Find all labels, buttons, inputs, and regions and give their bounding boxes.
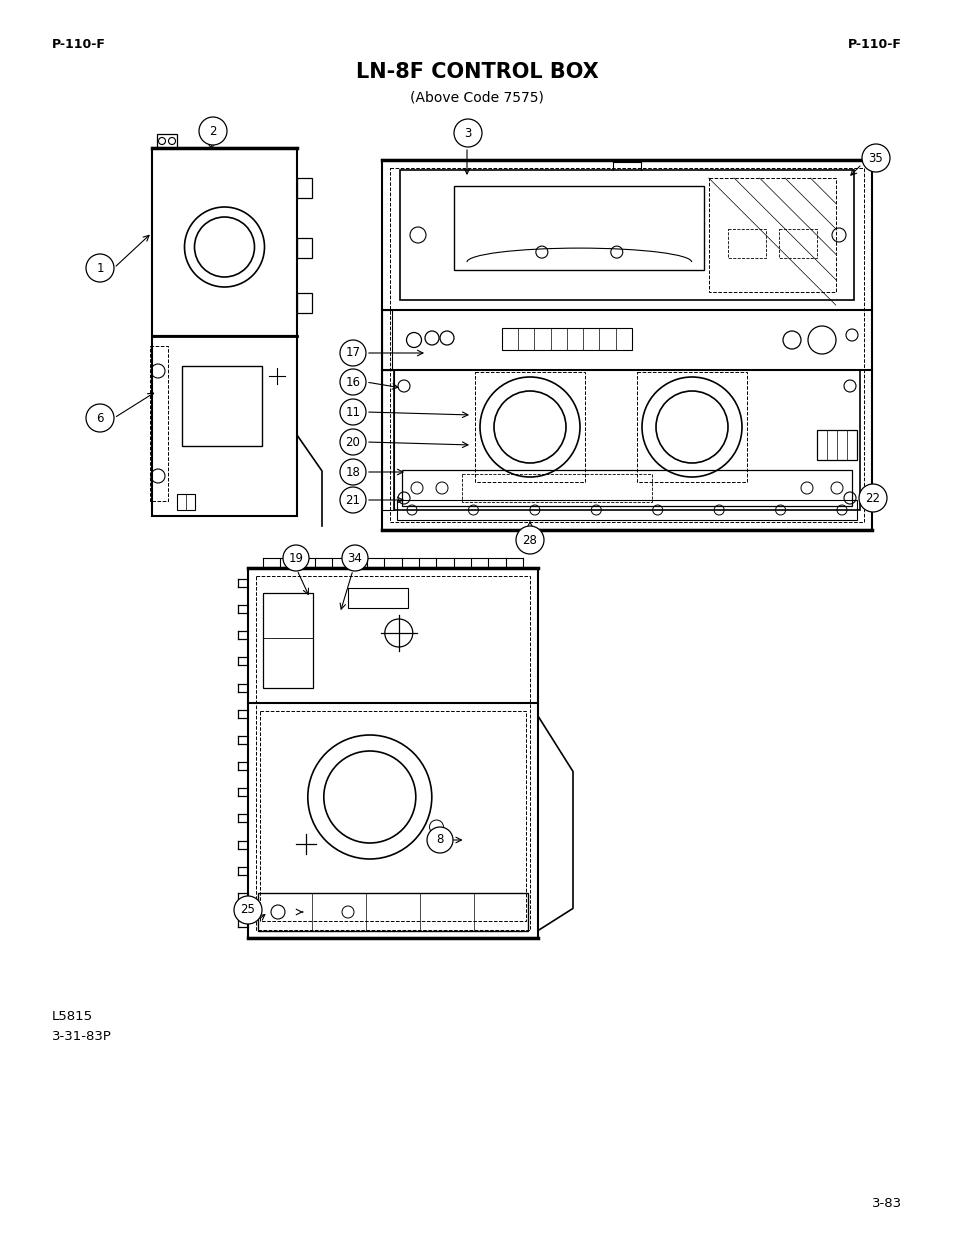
Bar xyxy=(152,336,296,516)
Bar xyxy=(263,593,313,688)
Bar xyxy=(381,161,871,530)
Bar xyxy=(816,430,856,459)
Bar xyxy=(454,185,703,270)
Circle shape xyxy=(339,340,366,366)
Text: 18: 18 xyxy=(345,466,360,478)
Text: 28: 28 xyxy=(522,534,537,547)
Bar xyxy=(461,474,651,501)
Bar xyxy=(348,588,408,608)
Bar xyxy=(381,370,394,510)
Bar xyxy=(394,370,859,510)
Text: 2: 2 xyxy=(209,125,216,137)
Bar xyxy=(296,238,312,258)
Circle shape xyxy=(339,399,366,425)
Bar xyxy=(390,168,863,522)
Text: 22: 22 xyxy=(864,492,880,505)
Text: 35: 35 xyxy=(868,152,882,164)
Circle shape xyxy=(233,897,262,924)
Circle shape xyxy=(516,526,543,555)
Bar xyxy=(381,310,392,370)
Text: 1: 1 xyxy=(96,262,104,274)
Circle shape xyxy=(858,484,886,513)
Text: 3-83: 3-83 xyxy=(871,1197,901,1210)
Bar xyxy=(708,178,835,291)
Text: P-110-F: P-110-F xyxy=(52,38,106,51)
Bar xyxy=(778,230,816,258)
Bar xyxy=(152,148,296,336)
Circle shape xyxy=(339,429,366,454)
Text: L5815: L5815 xyxy=(52,1010,93,1023)
Text: 17: 17 xyxy=(345,347,360,359)
Bar xyxy=(157,135,177,148)
Bar xyxy=(257,893,527,931)
Text: LN-8F CONTROL BOX: LN-8F CONTROL BOX xyxy=(355,62,598,82)
Circle shape xyxy=(427,827,453,853)
Text: (Above Code 7575): (Above Code 7575) xyxy=(410,90,543,104)
Circle shape xyxy=(86,404,113,432)
Bar xyxy=(255,576,530,930)
Circle shape xyxy=(199,117,227,144)
Text: 3: 3 xyxy=(464,126,471,140)
Text: 20: 20 xyxy=(345,436,360,448)
Text: 25: 25 xyxy=(240,904,255,916)
Circle shape xyxy=(339,369,366,395)
Bar xyxy=(501,329,631,350)
Text: 19: 19 xyxy=(288,552,303,564)
Circle shape xyxy=(86,254,113,282)
Text: 6: 6 xyxy=(96,411,104,425)
Bar xyxy=(637,372,746,482)
Bar xyxy=(260,711,525,921)
Circle shape xyxy=(341,545,368,571)
Circle shape xyxy=(454,119,481,147)
Bar xyxy=(401,471,851,506)
Bar xyxy=(396,500,856,520)
Bar xyxy=(475,372,584,482)
Text: P-110-F: P-110-F xyxy=(847,38,901,51)
Bar xyxy=(296,293,312,312)
Bar xyxy=(399,170,853,300)
Bar xyxy=(182,366,262,446)
Text: 11: 11 xyxy=(345,405,360,419)
Bar xyxy=(296,178,312,198)
Text: 3-31-83P: 3-31-83P xyxy=(52,1030,112,1044)
Circle shape xyxy=(862,144,889,172)
Bar xyxy=(248,568,537,939)
Circle shape xyxy=(283,545,309,571)
Text: 34: 34 xyxy=(347,552,362,564)
Bar xyxy=(150,346,168,501)
Text: 16: 16 xyxy=(345,375,360,389)
Circle shape xyxy=(339,487,366,513)
Circle shape xyxy=(339,459,366,485)
Bar xyxy=(177,494,194,510)
Text: 8: 8 xyxy=(436,834,443,846)
Bar xyxy=(727,230,765,258)
Text: 21: 21 xyxy=(345,494,360,506)
